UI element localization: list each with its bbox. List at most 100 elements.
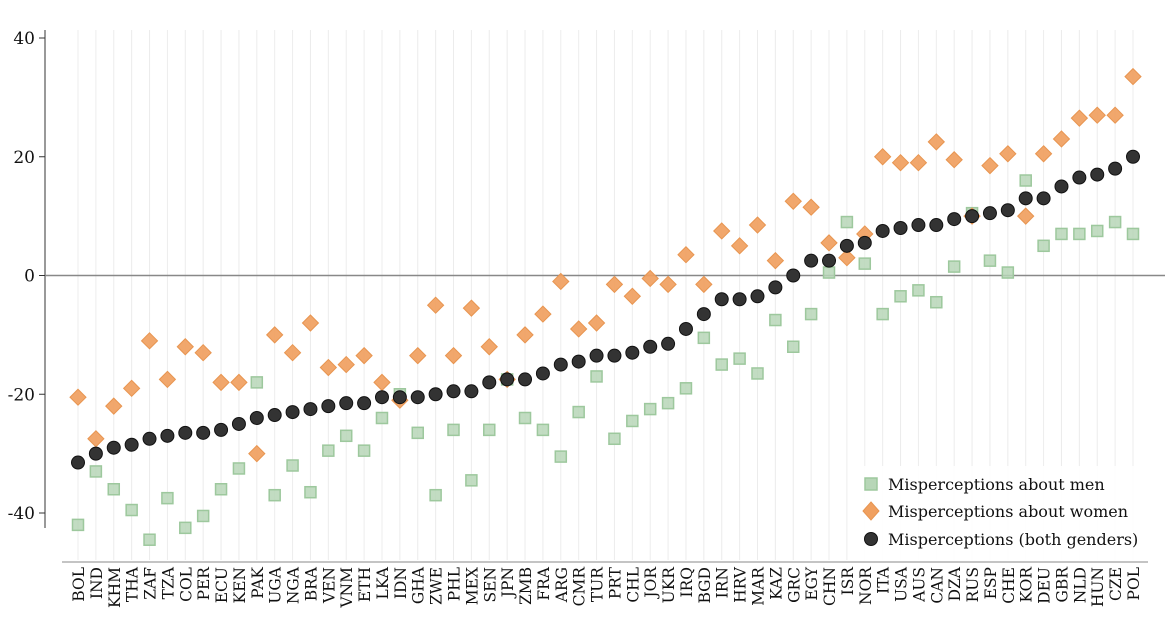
point-men: [1126, 227, 1140, 241]
category-label: TUR: [589, 566, 607, 602]
point-men: [196, 509, 210, 523]
point-women: [891, 153, 910, 172]
point-men: [894, 290, 907, 303]
point-women: [319, 358, 338, 377]
point-women: [87, 430, 105, 448]
point-men: [947, 260, 961, 273]
point-both: [1018, 191, 1033, 206]
category-label: IND: [88, 567, 106, 599]
axes: 40 20 0 -20 -40: [8, 29, 1165, 563]
point-men: [429, 488, 442, 502]
point-women: [802, 198, 820, 216]
legend-marker-diamond: [862, 501, 880, 521]
point-men: [143, 533, 156, 546]
point-women: [140, 332, 159, 350]
point-both: [965, 209, 980, 224]
category-label: BGD: [696, 567, 714, 604]
point-both: [106, 440, 121, 455]
point-both: [410, 390, 425, 405]
point-women: [1088, 106, 1106, 124]
y-tick-label: -20: [8, 385, 35, 405]
point-women: [623, 287, 642, 305]
point-women: [695, 275, 713, 294]
point-women: [766, 251, 785, 270]
point-both: [947, 212, 962, 227]
category-label: VNM: [338, 567, 356, 609]
category-label: GBR: [1053, 566, 1071, 603]
legend-background: [853, 466, 1145, 560]
point-men: [465, 474, 478, 487]
category-label: VEN: [320, 567, 338, 604]
point-men: [930, 295, 943, 309]
point-both: [374, 390, 389, 405]
point-both: [750, 289, 765, 304]
point-both: [929, 218, 944, 233]
point-women: [748, 216, 767, 234]
legend-label-both: Misperceptions (both genders): [888, 530, 1138, 549]
point-men: [733, 352, 746, 365]
point-both: [1036, 191, 1051, 206]
point-women: [105, 397, 123, 415]
point-men: [554, 450, 568, 463]
point-women: [838, 248, 856, 267]
point-both: [839, 238, 854, 253]
category-label: NOR: [857, 566, 875, 605]
category-label: SEN: [481, 567, 499, 603]
point-both: [857, 235, 872, 250]
category-label: MAR: [749, 566, 767, 606]
point-men: [679, 382, 693, 395]
point-women: [337, 355, 355, 374]
category-label: TZA: [159, 566, 177, 599]
point-women: [194, 343, 212, 362]
point-women: [784, 192, 802, 210]
point-both: [714, 292, 729, 307]
category-label: ETH: [356, 567, 374, 602]
point-women: [1124, 67, 1142, 86]
point-men: [643, 402, 657, 416]
category-label: KHM: [106, 567, 124, 608]
point-men: [161, 491, 174, 505]
point-women: [1070, 109, 1089, 127]
point-both: [303, 402, 318, 417]
point-men: [1037, 239, 1050, 253]
point-men: [483, 423, 496, 437]
point-men: [608, 432, 621, 446]
point-both: [1072, 170, 1087, 185]
point-both: [428, 387, 443, 402]
point-men: [572, 405, 585, 419]
point-both: [1090, 167, 1105, 182]
category-label: DZA: [946, 566, 964, 601]
category-label: ITA: [875, 566, 893, 594]
point-women: [248, 444, 266, 463]
point-both: [482, 375, 497, 390]
point-women: [999, 145, 1017, 163]
point-men: [518, 411, 532, 425]
legend-entry-both: Misperceptions (both genders): [864, 530, 1138, 549]
point-both: [661, 336, 676, 351]
point-women: [1034, 145, 1053, 163]
point-men: [876, 307, 889, 321]
point-both: [196, 425, 211, 440]
point-both: [678, 321, 693, 336]
category-label: UKR: [660, 566, 678, 604]
category-label: LKA: [374, 566, 392, 599]
point-men: [1001, 266, 1015, 279]
legend-entry-men: Misperceptions about men: [864, 475, 1105, 494]
y-tick-label: 40: [13, 29, 35, 49]
point-both: [339, 396, 354, 411]
category-label: ESP: [982, 567, 1000, 599]
data-points: [69, 67, 1142, 546]
point-men: [286, 459, 299, 472]
legend: Misperceptions about men Misperceptions …: [853, 466, 1145, 560]
category-label: ARG: [553, 567, 571, 603]
category-labels: BOL IND KHM THA ZAF TZA COL PER ECU KEN PAK UGA NGA B…: [70, 566, 1143, 609]
point-women: [122, 379, 141, 398]
point-women: [409, 346, 427, 365]
point-both: [607, 348, 622, 363]
point-women: [605, 275, 624, 294]
point-men: [125, 503, 138, 517]
legend-marker-circle: [864, 532, 878, 546]
category-label: ECU: [213, 567, 231, 603]
y-tick-label: 20: [13, 148, 35, 168]
point-both: [589, 348, 604, 363]
